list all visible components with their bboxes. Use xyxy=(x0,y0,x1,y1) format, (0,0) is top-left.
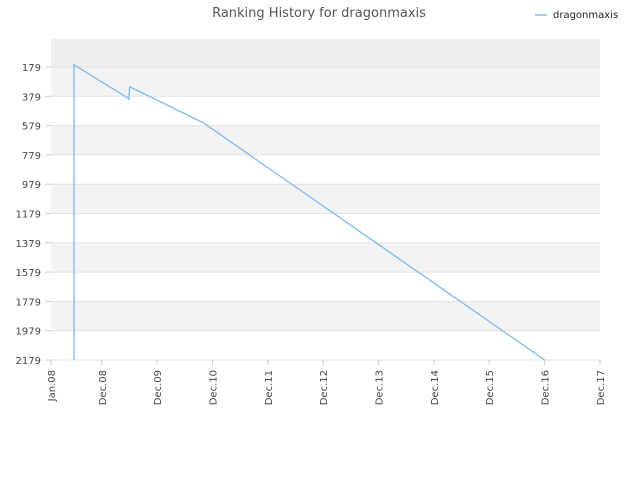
y-tick-label: 1979 xyxy=(16,327,41,338)
x-tick-label: Dec.14 xyxy=(430,370,441,405)
y-axis: 179 379 579 779 979 1179 1379 1579 1779 1979 2179 xyxy=(16,63,51,367)
legend[interactable]: dragonmaxis xyxy=(535,10,618,21)
y-tick-label: 979 xyxy=(22,180,41,191)
x-tick-label: Dec.10 xyxy=(208,370,219,405)
y-tick-label: 179 xyxy=(22,63,41,74)
y-tick-label: 1379 xyxy=(16,239,41,250)
y-tick-label: 379 xyxy=(22,92,41,103)
x-tick-label: Dec.15 xyxy=(485,370,496,405)
grid-bands xyxy=(51,39,600,360)
grid-band xyxy=(51,154,600,185)
x-tick-label: Dec.08 xyxy=(98,370,109,405)
series-layer xyxy=(73,63,546,361)
x-tick-label: Dec.13 xyxy=(375,370,386,405)
grid-band xyxy=(51,242,600,273)
x-axis: Jan.08 Dec.08 Dec.09 Dec.10 Dec.11 Dec.12 Dec.… xyxy=(47,360,607,405)
grid-band xyxy=(51,96,600,126)
grid-band xyxy=(51,67,600,97)
chart-title: Ranking History for dragonmaxis xyxy=(212,6,426,21)
grid-band xyxy=(51,330,600,360)
x-tick-label: Dec.11 xyxy=(264,370,275,405)
legend-label-dragonmaxis: dragonmaxis xyxy=(553,10,618,21)
grid-band xyxy=(51,213,600,243)
x-tick-label: Dec.09 xyxy=(153,370,164,405)
y-tick-label: 779 xyxy=(22,151,41,162)
x-tick-label: Dec.17 xyxy=(596,370,607,405)
y-tick-label: 1579 xyxy=(16,268,41,279)
x-tick-label: Dec.16 xyxy=(541,370,552,405)
grid-band xyxy=(51,125,600,155)
series-line-dragonmaxis xyxy=(73,63,546,361)
y-tick-label: 579 xyxy=(22,122,41,133)
grid-band xyxy=(51,272,600,302)
grid-band xyxy=(51,301,600,331)
y-tick-label: 1179 xyxy=(16,210,41,221)
y-tick-label: 1779 xyxy=(16,297,41,308)
grid-band xyxy=(51,184,600,214)
grid-band xyxy=(51,39,600,67)
y-tick-label: 2179 xyxy=(16,356,41,367)
x-tick-label: Dec.12 xyxy=(319,370,330,405)
grid-lines xyxy=(51,66,600,361)
x-tick-label: Jan.08 xyxy=(47,370,58,402)
